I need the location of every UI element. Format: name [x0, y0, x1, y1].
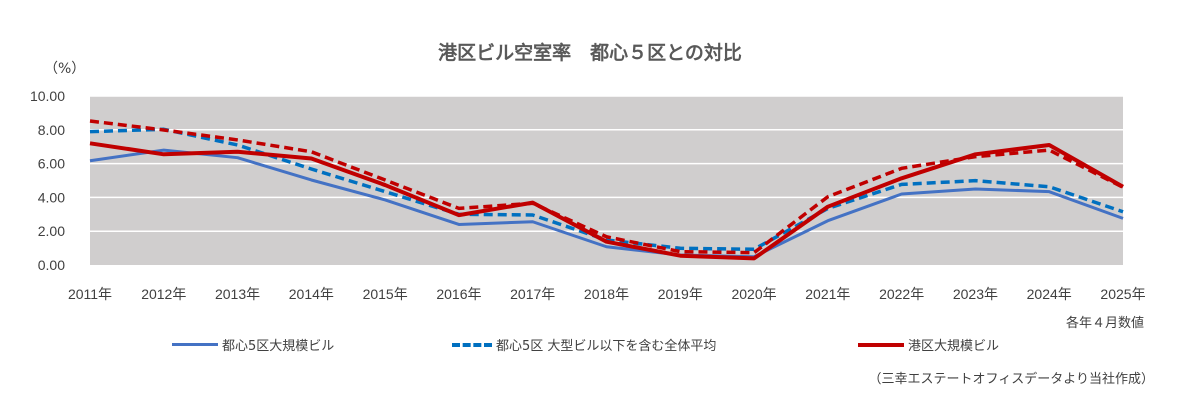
legend-item-1: 都心5区 大型ビル以下を含む全体平均: [452, 335, 716, 354]
y-tick-label: 4.00: [38, 189, 65, 205]
y-tick-label: 10.00: [30, 88, 65, 104]
x-tick-label: 2012年: [141, 286, 186, 302]
x-tick-label: 2021年: [805, 286, 850, 302]
x-tick-label: 2023年: [953, 286, 998, 302]
legend-swatch: [452, 342, 492, 347]
y-axis-unit: （%）: [44, 61, 86, 77]
legend-label: 都心5区大規模ビル: [222, 339, 335, 354]
x-tick-label: 2013年: [215, 286, 260, 302]
x-tick-label: 2011年: [68, 286, 112, 302]
x-tick-label: 2024年: [1027, 286, 1072, 302]
x-tick-label: 2019年: [658, 286, 703, 302]
source-note: （三幸エステートオフィスデータより当社作成）: [868, 372, 1154, 387]
y-tick-label: 0.00: [38, 257, 65, 273]
y-tick-label: 2.00: [38, 223, 65, 239]
x-tick-label: 2018年: [584, 286, 629, 302]
chart-title: 港区ビル空室率 都心５区との対比: [438, 42, 742, 64]
y-tick-label: 6.00: [38, 156, 65, 172]
legend-label: 都心5区 大型ビル以下を含む全体平均: [496, 339, 717, 354]
x-tick-label: 2022年: [879, 286, 924, 302]
x-tick-label: 2020年: [731, 286, 776, 302]
x-tick-label: 2016年: [436, 286, 481, 302]
legend-swatch: [858, 342, 904, 347]
legend-item-0: 都心5区大規模ビル: [172, 335, 334, 354]
legend-label: 港区大規模ビル: [908, 339, 1000, 354]
x-tick-label: 2015年: [363, 286, 408, 302]
legend-item-2: 港区大規模ビル: [858, 335, 999, 354]
legend-swatch: [172, 343, 218, 346]
y-tick-label: 8.00: [38, 122, 65, 138]
x-tick-label: 2014年: [289, 286, 334, 302]
note: 各年４月数値: [1065, 316, 1144, 331]
x-tick-label: 2017年: [510, 286, 555, 302]
x-tick-label: 2025年: [1100, 286, 1145, 302]
